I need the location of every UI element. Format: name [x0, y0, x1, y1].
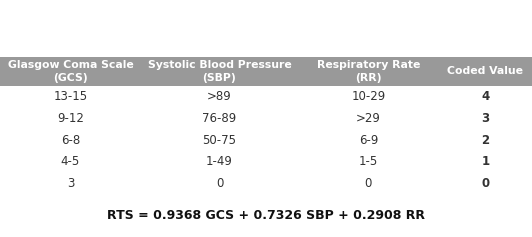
Text: 0: 0 — [216, 177, 223, 190]
Text: >29: >29 — [356, 112, 381, 125]
Text: 9-12: 9-12 — [57, 112, 84, 125]
Text: Systolic Blood Pressure
(SBP): Systolic Blood Pressure (SBP) — [147, 60, 292, 82]
Text: 0: 0 — [481, 177, 489, 190]
Text: 10-29: 10-29 — [351, 90, 386, 103]
Text: Coded Value: Coded Value — [447, 66, 523, 76]
Bar — [0, 57, 532, 86]
Text: 6-9: 6-9 — [359, 133, 378, 146]
Text: 2: 2 — [481, 133, 489, 146]
Text: 0: 0 — [365, 177, 372, 190]
Text: Glasgow Coma Scale
(GCS): Glasgow Coma Scale (GCS) — [7, 60, 134, 82]
Text: 4: 4 — [481, 90, 489, 103]
Text: 50-75: 50-75 — [203, 133, 236, 146]
Text: 1-49: 1-49 — [206, 155, 233, 168]
Text: 4-5: 4-5 — [61, 155, 80, 168]
Text: 6-8: 6-8 — [61, 133, 80, 146]
Text: RTS = 0.9368 GCS + 0.7326 SBP + 0.2908 RR: RTS = 0.9368 GCS + 0.7326 SBP + 0.2908 R… — [107, 209, 425, 222]
Text: 3: 3 — [481, 112, 489, 125]
Text: 1-5: 1-5 — [359, 155, 378, 168]
Text: 1: 1 — [481, 155, 489, 168]
Text: >89: >89 — [207, 90, 232, 103]
Text: 3: 3 — [67, 177, 74, 190]
Text: 13-15: 13-15 — [53, 90, 88, 103]
Text: 76-89: 76-89 — [202, 112, 237, 125]
Text: Respiratory Rate
(RR): Respiratory Rate (RR) — [317, 60, 420, 82]
